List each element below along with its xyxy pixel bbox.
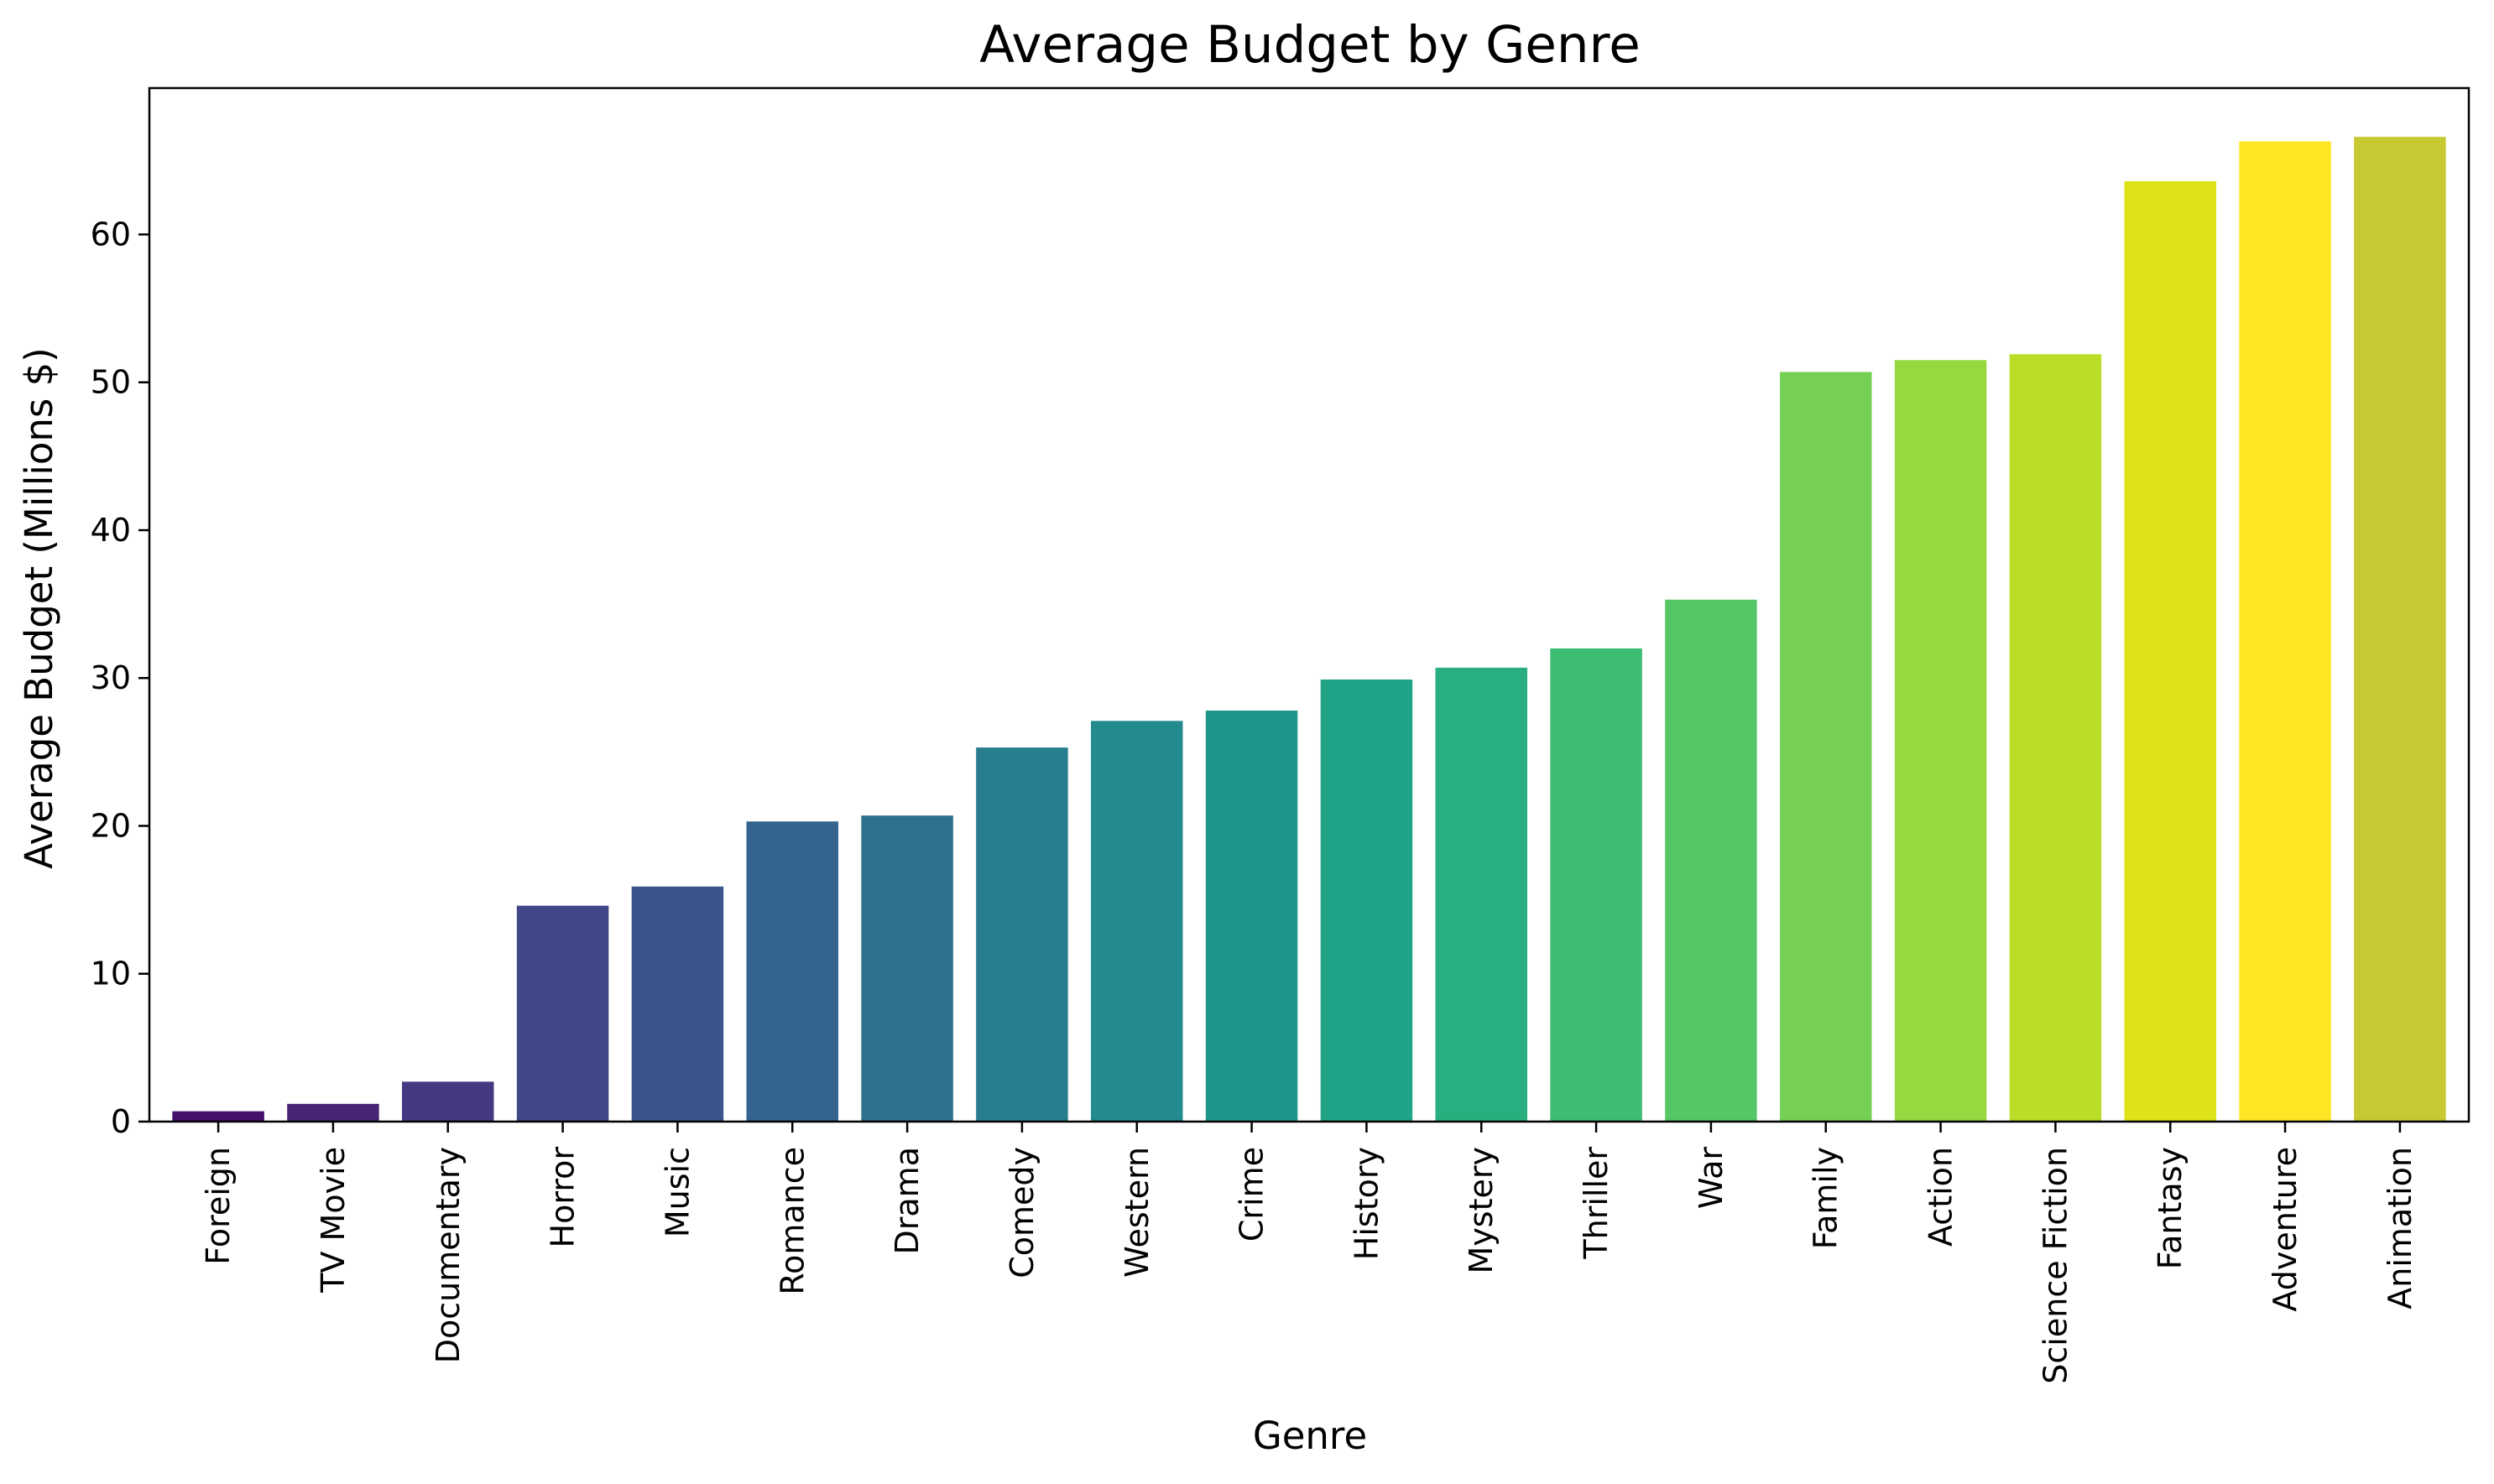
bar-documentary — [402, 1081, 494, 1122]
y-axis-label: Average Budget (Millions $) — [17, 347, 61, 869]
y-tick-label: 30 — [91, 659, 131, 696]
bar-history — [1320, 680, 1413, 1122]
x-axis: Foreign TV Movie Documentary Horror Music Rom… — [200, 1122, 2418, 1384]
x-tick-label: Drama — [889, 1147, 926, 1254]
x-tick-label: Music — [659, 1147, 696, 1237]
bar-romance — [746, 821, 838, 1122]
bar-drama — [861, 815, 953, 1122]
x-tick-label: Family — [1808, 1147, 1844, 1249]
bar-tv-movie — [287, 1103, 379, 1122]
x-tick-label: Romance — [774, 1147, 811, 1295]
y-tick-label: 50 — [91, 364, 131, 401]
x-tick-label: Horror — [545, 1147, 582, 1248]
x-tick-label: Animation — [2382, 1147, 2418, 1310]
bar-crime — [1205, 711, 1298, 1122]
x-tick-label: History — [1348, 1147, 1385, 1260]
y-tick-label: 10 — [91, 955, 131, 992]
bar-war — [1665, 599, 1757, 1122]
y-axis: 0 10 20 30 40 50 60 — [91, 216, 149, 1140]
x-tick-label: TV Movie — [315, 1147, 352, 1294]
bar-foreign — [172, 1111, 264, 1122]
bar-science-fiction — [2009, 354, 2102, 1122]
bar-western — [1091, 721, 1183, 1122]
bar-adventure — [2239, 141, 2331, 1122]
x-tick-label: Documentary — [430, 1147, 467, 1363]
x-tick-label: Adventure — [2267, 1147, 2304, 1312]
bar-fantasy — [2124, 181, 2216, 1122]
x-tick-label: Mystery — [1463, 1147, 1500, 1273]
x-tick-label: Foreign — [200, 1147, 237, 1265]
x-tick-label: Fantasy — [2152, 1147, 2189, 1269]
bar-music — [631, 886, 724, 1122]
bar-action — [1894, 360, 1987, 1122]
x-tick-label: Comedy — [1004, 1147, 1041, 1278]
bar-family — [1780, 372, 1872, 1122]
x-tick-label: War — [1693, 1147, 1730, 1209]
y-tick-label: 60 — [91, 216, 131, 253]
x-axis-label: Genre — [1253, 1414, 1367, 1458]
chart-title: Average Budget by Genre — [979, 15, 1641, 75]
bar-mystery — [1435, 667, 1527, 1122]
bar-series — [172, 137, 2446, 1122]
bar-thriller — [1550, 648, 1642, 1122]
x-tick-label: Thriller — [1578, 1147, 1615, 1260]
bar-animation — [2354, 137, 2446, 1122]
x-tick-label: Science Fiction — [2037, 1147, 2074, 1384]
plot-frame — [148, 86, 2471, 1123]
bar-horror — [516, 905, 609, 1122]
y-tick-label: 40 — [91, 512, 131, 549]
bar-comedy — [976, 747, 1068, 1122]
x-tick-label: Action — [1923, 1147, 1959, 1247]
y-tick-label: 20 — [91, 807, 131, 844]
x-tick-label: Western — [1119, 1147, 1156, 1278]
y-tick-label: 0 — [111, 1103, 131, 1140]
x-tick-label: Crime — [1234, 1147, 1270, 1242]
